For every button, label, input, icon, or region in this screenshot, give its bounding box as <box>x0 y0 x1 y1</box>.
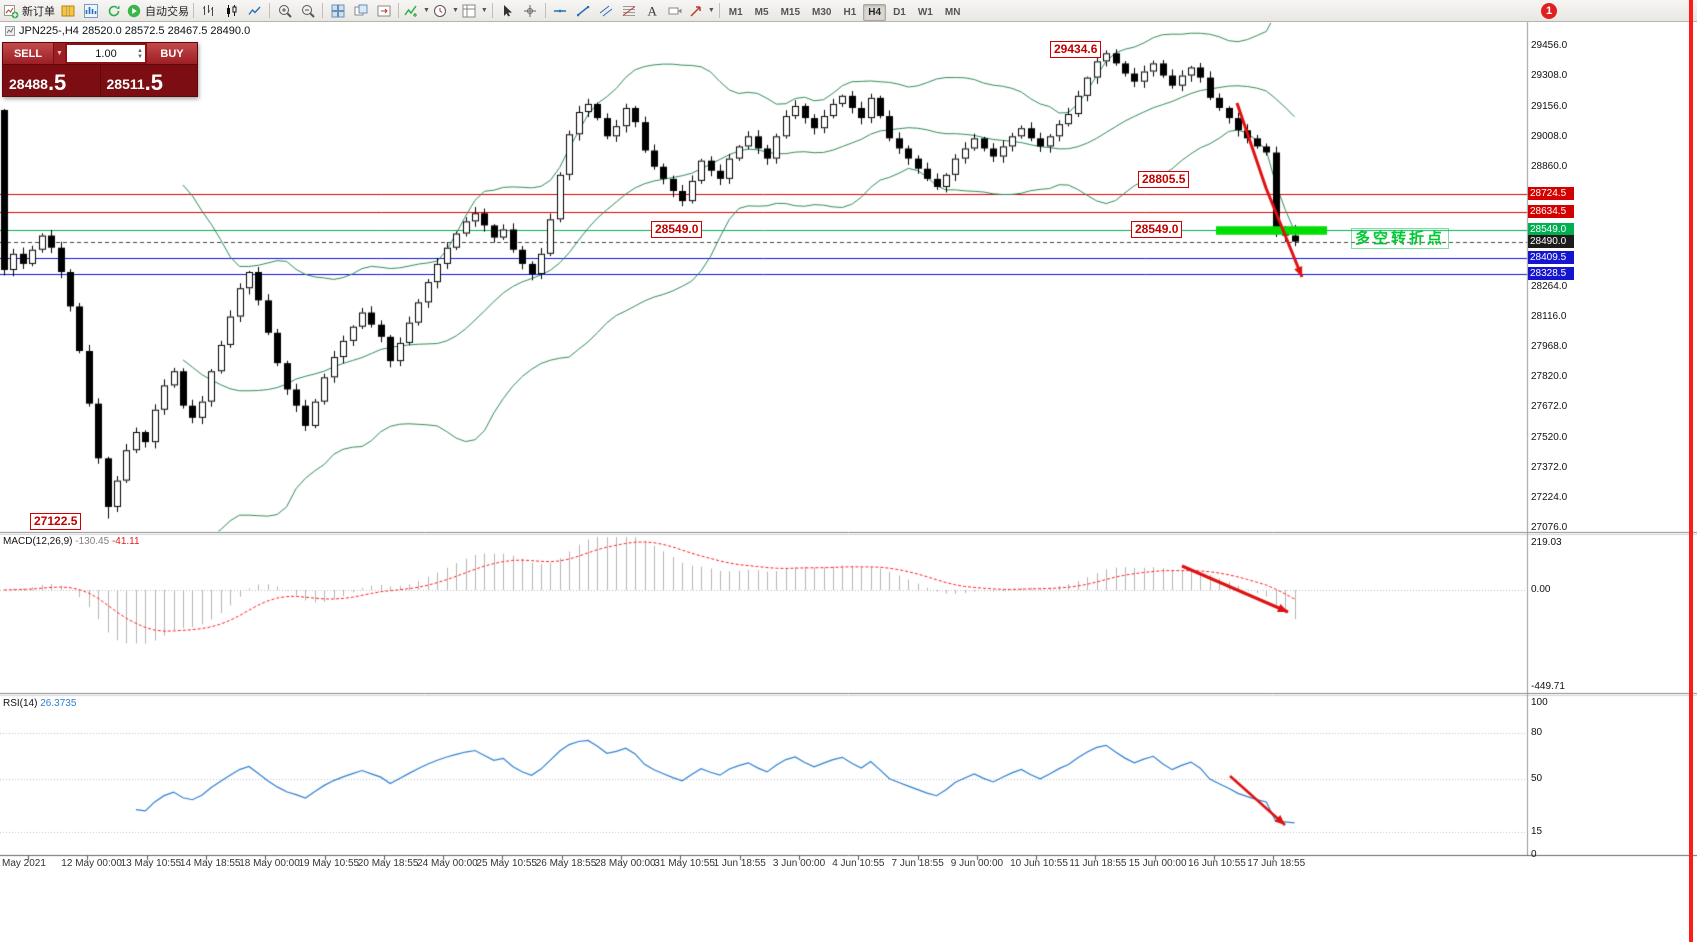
line-chart-icon[interactable] <box>243 1 266 21</box>
step-down-icon[interactable]: ▼ <box>137 53 143 60</box>
indicators-add-button[interactable]: ▼ <box>402 1 431 21</box>
new-order-icon <box>4 4 19 18</box>
timeframe-m5-button[interactable]: M5 <box>754 6 769 18</box>
buy-price-main: 28511 <box>106 76 145 92</box>
auto-trading-button[interactable]: 自动交易 <box>125 1 190 21</box>
timeframe-mn-button[interactable]: MN <box>944 6 961 18</box>
chart-icon <box>5 26 15 36</box>
cascade-windows-icon[interactable] <box>349 1 372 21</box>
toolbar-separator <box>718 3 720 18</box>
timeframe-d1-button[interactable]: D1 <box>893 6 906 18</box>
window-right-edge-highlight <box>1689 0 1693 942</box>
fibonacci-icon[interactable] <box>618 1 641 21</box>
sell-button[interactable]: SELL <box>3 43 53 64</box>
periods-button[interactable]: ▼ <box>431 1 460 21</box>
volume-value: 1.00 <box>95 47 117 60</box>
macd-main-value: -130.45 <box>75 536 110 547</box>
volume-stepper[interactable]: ▲ ▼ <box>137 45 143 62</box>
equidistant-channel-icon[interactable] <box>595 1 618 21</box>
new-order-label: 新订单 <box>22 5 55 18</box>
chart-symbol-header: JPN225-,H4 28520.0 28572.5 28467.5 28490… <box>5 25 250 37</box>
auto-trading-label: 自动交易 <box>145 5 189 18</box>
timeframe-w1-button[interactable]: W1 <box>917 6 933 18</box>
symbol-ohlc-text: JPN225-,H4 28520.0 28572.5 28467.5 28490… <box>19 25 251 37</box>
sell-price[interactable]: 28488.5 <box>3 65 100 96</box>
svg-text:A: A <box>648 3 658 18</box>
sell-price-main: 28488 <box>9 76 48 92</box>
bar-chart-icon[interactable] <box>197 1 220 21</box>
toolbar-separator <box>193 3 194 18</box>
toolbar-separator <box>398 3 399 18</box>
volume-input[interactable]: 1.00 ▲ ▼ <box>67 45 145 62</box>
text-tool-icon[interactable]: A <box>641 1 664 21</box>
shapes-dropdown-button[interactable]: ▼ <box>687 1 716 21</box>
chevron-down-icon: ▼ <box>451 7 459 14</box>
trendline-icon[interactable] <box>572 1 595 21</box>
timeframe-m15-button[interactable]: M15 <box>780 6 801 18</box>
timeframe-m30-button[interactable]: M30 <box>812 6 832 18</box>
horizontal-line-icon[interactable] <box>549 1 572 21</box>
buy-price-frac: .5 <box>144 70 164 95</box>
rsi-value: 26.3735 <box>40 698 77 709</box>
clock-icon <box>433 4 446 17</box>
macd-name: MACD(12,26,9) <box>3 536 73 547</box>
chevron-down-icon: ▼ <box>480 7 488 14</box>
chart-shift-icon[interactable] <box>372 1 395 21</box>
crosshair-icon[interactable] <box>519 1 542 21</box>
indicators-icon <box>404 5 417 17</box>
buy-button[interactable]: BUY <box>147 43 197 64</box>
chevron-down-icon: ▼ <box>707 7 715 14</box>
buy-price[interactable]: 28511.5 <box>99 65 198 96</box>
toolbar-separator <box>269 3 270 18</box>
macd-signal-value: -41.11 <box>111 536 140 547</box>
refresh-icon[interactable] <box>102 1 125 21</box>
zoom-out-icon[interactable] <box>296 1 319 21</box>
text-label-icon[interactable] <box>664 1 687 21</box>
rsi-name: RSI(14) <box>3 698 38 709</box>
annotation-turning-point[interactable]: 多空转折点 <box>1351 228 1450 249</box>
cursor-icon[interactable] <box>496 1 519 21</box>
template-icon <box>462 4 476 17</box>
new-order-button[interactable]: 新订单 <box>2 1 56 21</box>
toolbar-separator <box>491 3 493 18</box>
one-click-trade-panel: SELL ▼ 1.00 ▲ ▼ BUY 28488.5 28511.5 <box>2 42 198 97</box>
toolbar: 新订单 自动交易 ▼ ▼ ▼ A ▼ M1 M5 M15 M30 H1 H4 D1 W1 MN <box>0 0 1697 22</box>
auto-trading-play-icon <box>127 4 141 17</box>
notification-badge[interactable]: 1 <box>1541 3 1557 19</box>
templates-button[interactable]: ▼ <box>460 1 489 21</box>
timeframe-h4-button[interactable]: H4 <box>863 3 887 21</box>
timeframe-m1-button[interactable]: M1 <box>728 6 743 18</box>
tile-windows-icon[interactable] <box>326 1 349 21</box>
rsi-panel-title: RSI(14) 26.3735 <box>3 698 76 709</box>
arrow-shape-icon <box>690 5 701 17</box>
toolbar-separator <box>322 3 323 18</box>
timeframe-bar: M1 M5 M15 M30 H1 H4 D1 W1 MN <box>723 2 967 21</box>
sell-price-frac: .5 <box>47 70 67 95</box>
timeframe-h1-button[interactable]: H1 <box>843 6 857 18</box>
sell-options-caret-icon[interactable]: ▼ <box>53 43 65 64</box>
step-up-icon[interactable]: ▲ <box>137 47 143 54</box>
zoom-in-icon[interactable] <box>273 1 296 21</box>
chevron-down-icon: ▼ <box>423 7 430 14</box>
toolbar-separator <box>544 3 546 18</box>
market-watch-icon[interactable] <box>79 1 102 21</box>
macd-panel-title: MACD(12,26,9) -130.45 -41.11 <box>3 536 140 547</box>
history-center-icon[interactable] <box>56 1 79 21</box>
candlestick-chart-icon[interactable] <box>220 1 243 21</box>
